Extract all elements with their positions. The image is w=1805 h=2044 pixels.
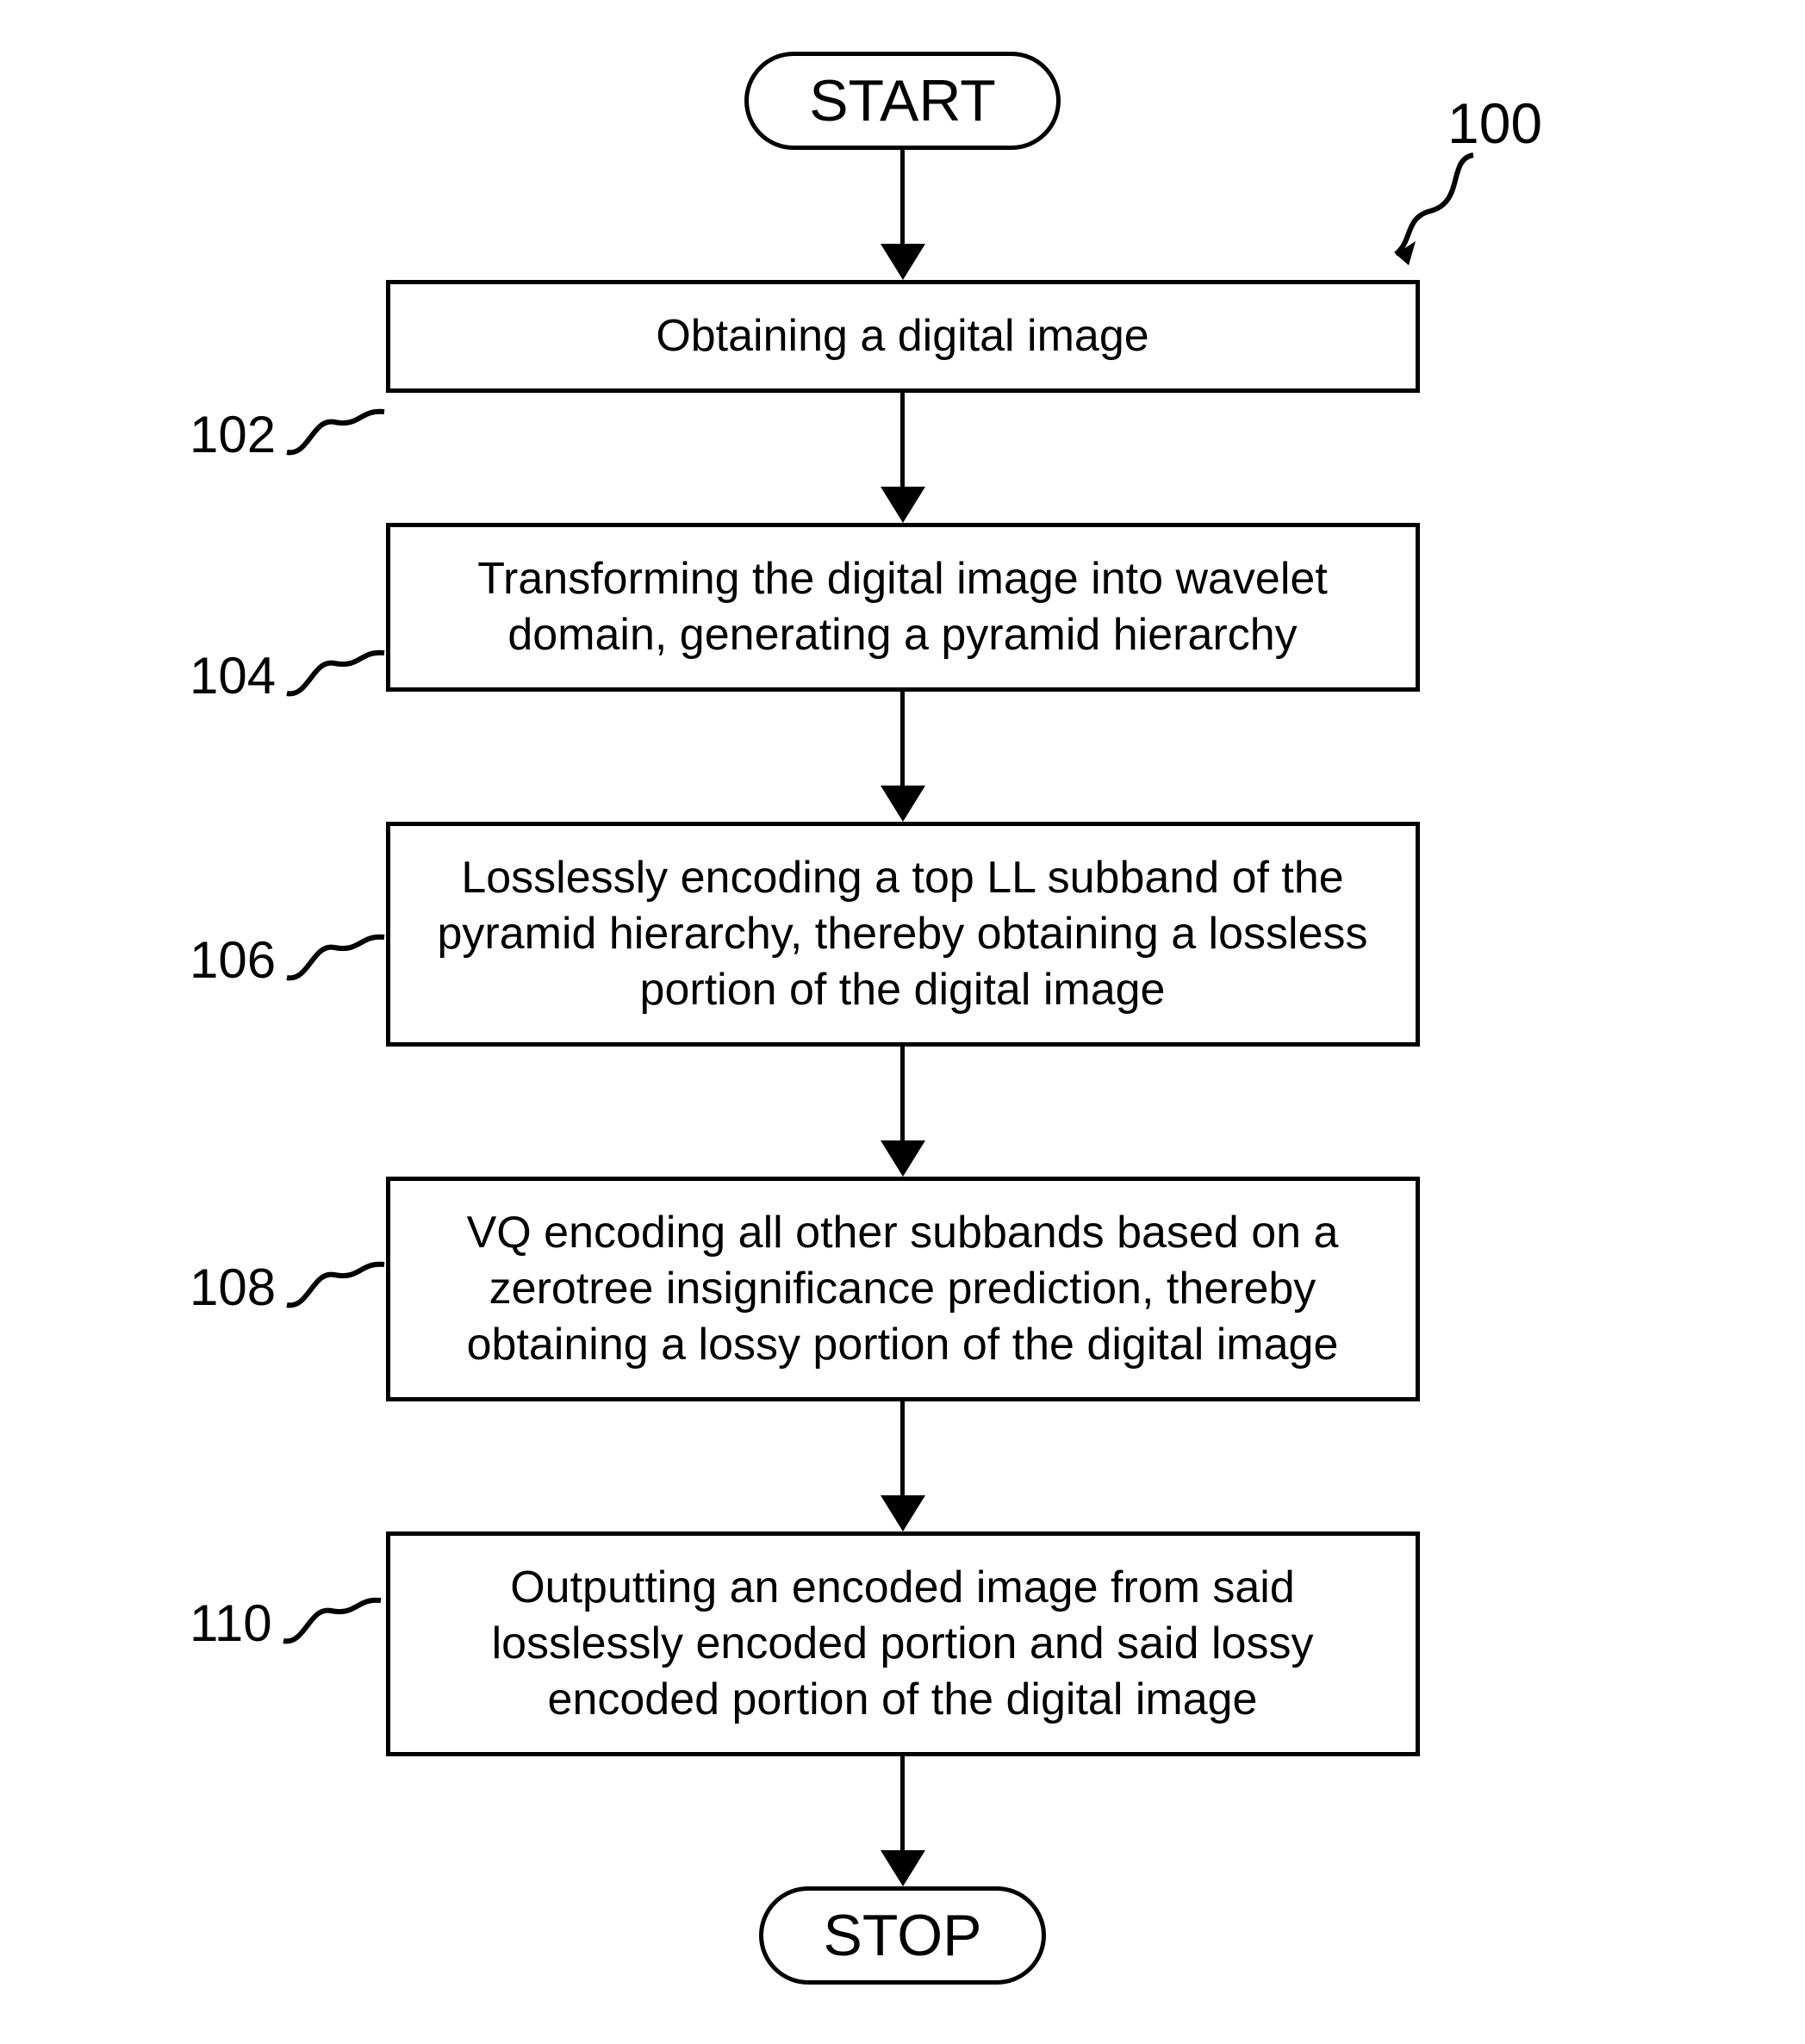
process-step-110: Outputting an encoded image from said lo… (386, 1531, 1420, 1756)
step-label-102: 102 (190, 405, 386, 465)
terminal-stop: STOP (759, 1886, 1047, 1985)
step-label-102-text: 102 (190, 409, 276, 461)
arrow-104-to-106 (881, 692, 925, 822)
squiggle-connector-icon (279, 1594, 383, 1654)
step-label-110: 110 (190, 1594, 383, 1654)
process-step-104: Transforming the digital image into wave… (386, 523, 1420, 692)
arrow-106-to-108 (881, 1047, 925, 1177)
arrow-102-to-104 (881, 393, 925, 523)
step-label-106-text: 106 (190, 935, 276, 986)
step-label-108-text: 108 (190, 1262, 276, 1314)
step-label-110-text: 110 (190, 1598, 272, 1649)
flowchart-container: START Obtaining a digital image Transfor… (386, 52, 1420, 1985)
step-label-106: 106 (190, 930, 386, 991)
process-step-108: VQ encoding all other subbands based on … (386, 1177, 1420, 1401)
step-label-104: 104 (190, 646, 386, 706)
process-step-102: Obtaining a digital image (386, 280, 1420, 393)
squiggle-connector-icon (283, 930, 386, 991)
squiggle-connector-icon (283, 646, 386, 706)
squiggle-connector-icon (283, 1258, 386, 1318)
arrow-108-to-110 (881, 1401, 925, 1531)
step-label-108: 108 (190, 1258, 386, 1318)
process-step-106: Losslessly encoding a top LL subband of … (386, 822, 1420, 1047)
arrow-start-to-102 (881, 150, 925, 280)
terminal-start: START (744, 52, 1061, 150)
squiggle-connector-icon (283, 405, 386, 465)
arrow-110-to-stop (881, 1756, 925, 1886)
step-label-104-text: 104 (190, 650, 276, 702)
